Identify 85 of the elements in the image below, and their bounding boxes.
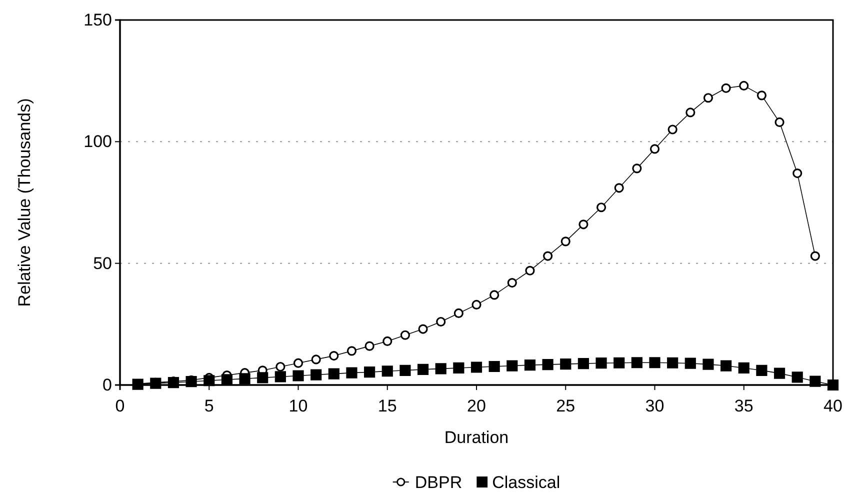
point bbox=[506, 360, 518, 372]
point bbox=[274, 371, 286, 382]
point bbox=[418, 324, 428, 334]
x-tick-label: 30 bbox=[645, 396, 664, 416]
point bbox=[738, 362, 750, 374]
point bbox=[542, 359, 554, 370]
point bbox=[311, 354, 321, 364]
point bbox=[756, 364, 768, 376]
point bbox=[792, 168, 802, 178]
y-tick-label: 50 bbox=[93, 254, 112, 273]
point bbox=[756, 90, 766, 100]
legend-label: Classical bbox=[492, 473, 560, 492]
point bbox=[596, 358, 607, 369]
point bbox=[239, 373, 250, 384]
point bbox=[792, 372, 803, 383]
point bbox=[454, 308, 464, 318]
x-tick-label: 0 bbox=[115, 396, 125, 416]
point bbox=[684, 358, 696, 369]
point bbox=[328, 368, 340, 380]
point bbox=[614, 183, 624, 193]
point bbox=[364, 341, 374, 351]
point bbox=[382, 366, 393, 377]
point bbox=[721, 83, 731, 93]
y-axis-title: Relative Value (Thousands) bbox=[15, 98, 34, 307]
point bbox=[739, 80, 749, 90]
point bbox=[667, 357, 678, 368]
point bbox=[435, 363, 446, 374]
point bbox=[488, 360, 500, 372]
point bbox=[774, 368, 786, 379]
point bbox=[292, 370, 304, 382]
point bbox=[560, 358, 572, 370]
point bbox=[525, 266, 535, 276]
y-tick-label: 100 bbox=[84, 132, 112, 152]
point bbox=[543, 251, 553, 261]
point bbox=[257, 372, 268, 384]
point bbox=[329, 351, 339, 361]
point bbox=[472, 300, 482, 310]
point bbox=[578, 358, 589, 370]
point bbox=[810, 251, 820, 261]
point bbox=[614, 357, 625, 368]
point bbox=[490, 290, 500, 300]
x-tick-label: 35 bbox=[734, 396, 754, 416]
point bbox=[453, 362, 464, 374]
point bbox=[632, 164, 642, 174]
point bbox=[436, 316, 446, 327]
point bbox=[650, 144, 660, 154]
x-tick-label: 40 bbox=[824, 396, 842, 416]
x-tick-label: 20 bbox=[467, 396, 486, 416]
point bbox=[276, 362, 286, 372]
y-tick-label: 0 bbox=[102, 375, 112, 394]
point bbox=[507, 278, 517, 288]
point bbox=[649, 357, 660, 368]
point bbox=[382, 336, 392, 346]
x-tick-label: 15 bbox=[378, 396, 397, 416]
point bbox=[703, 93, 714, 103]
x-tick-label: 25 bbox=[556, 396, 576, 416]
x-axis-title: Duration bbox=[444, 428, 509, 447]
point bbox=[310, 369, 322, 380]
point bbox=[560, 236, 570, 246]
point bbox=[470, 362, 482, 373]
y-tick-label: 150 bbox=[84, 10, 112, 30]
point bbox=[204, 375, 215, 386]
point bbox=[578, 220, 588, 230]
point bbox=[596, 202, 606, 212]
point bbox=[221, 374, 232, 386]
point bbox=[668, 124, 678, 134]
point bbox=[293, 358, 304, 368]
point bbox=[631, 357, 642, 368]
point bbox=[186, 376, 197, 388]
point bbox=[346, 367, 358, 378]
point bbox=[524, 360, 536, 371]
legend-label: DBPR bbox=[414, 473, 462, 492]
point bbox=[810, 376, 821, 387]
x-tick-label: 5 bbox=[204, 396, 214, 416]
point bbox=[417, 364, 429, 375]
point bbox=[720, 360, 732, 372]
point bbox=[400, 364, 411, 376]
point bbox=[346, 346, 357, 356]
point bbox=[364, 366, 376, 378]
point bbox=[702, 358, 714, 370]
point bbox=[827, 379, 839, 391]
x-tick-label: 10 bbox=[288, 396, 308, 416]
point bbox=[774, 117, 784, 127]
point bbox=[400, 330, 410, 340]
point bbox=[686, 108, 696, 118]
